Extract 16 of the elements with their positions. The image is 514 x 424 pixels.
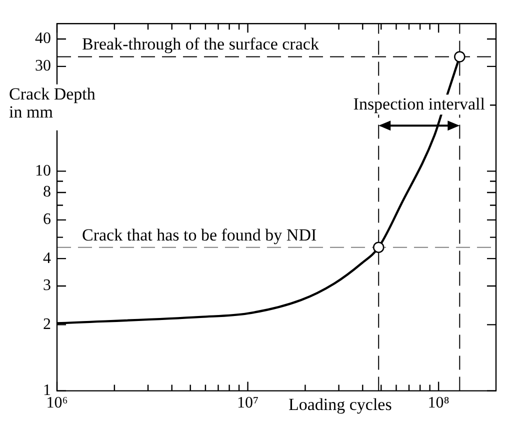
- x-axis-title: Loading cycles: [288, 394, 392, 414]
- y-tick-label: 8: [43, 184, 51, 201]
- y-tick-label: 6: [43, 211, 51, 228]
- y-tick-label: 30: [35, 58, 51, 75]
- ref-line-label: Crack that has to be found by NDI: [82, 225, 317, 244]
- y-tick-label: 10: [35, 162, 51, 180]
- y-axis-title: Crack Depth in mm: [9, 84, 96, 122]
- annotation: Inspection intervall: [353, 94, 486, 114]
- y-tick-label: 3: [43, 277, 51, 294]
- ref-line-label: Break-through of the surface crack: [82, 34, 320, 54]
- x-tick-label: 10⁶: [46, 394, 68, 412]
- y-tick-label: 4: [43, 250, 51, 267]
- y-tick-label: 2: [43, 316, 51, 333]
- x-tick-label: 10⁸: [428, 394, 450, 412]
- y-tick-label: 40: [35, 30, 51, 48]
- x-tick-label: 10⁷: [236, 394, 259, 412]
